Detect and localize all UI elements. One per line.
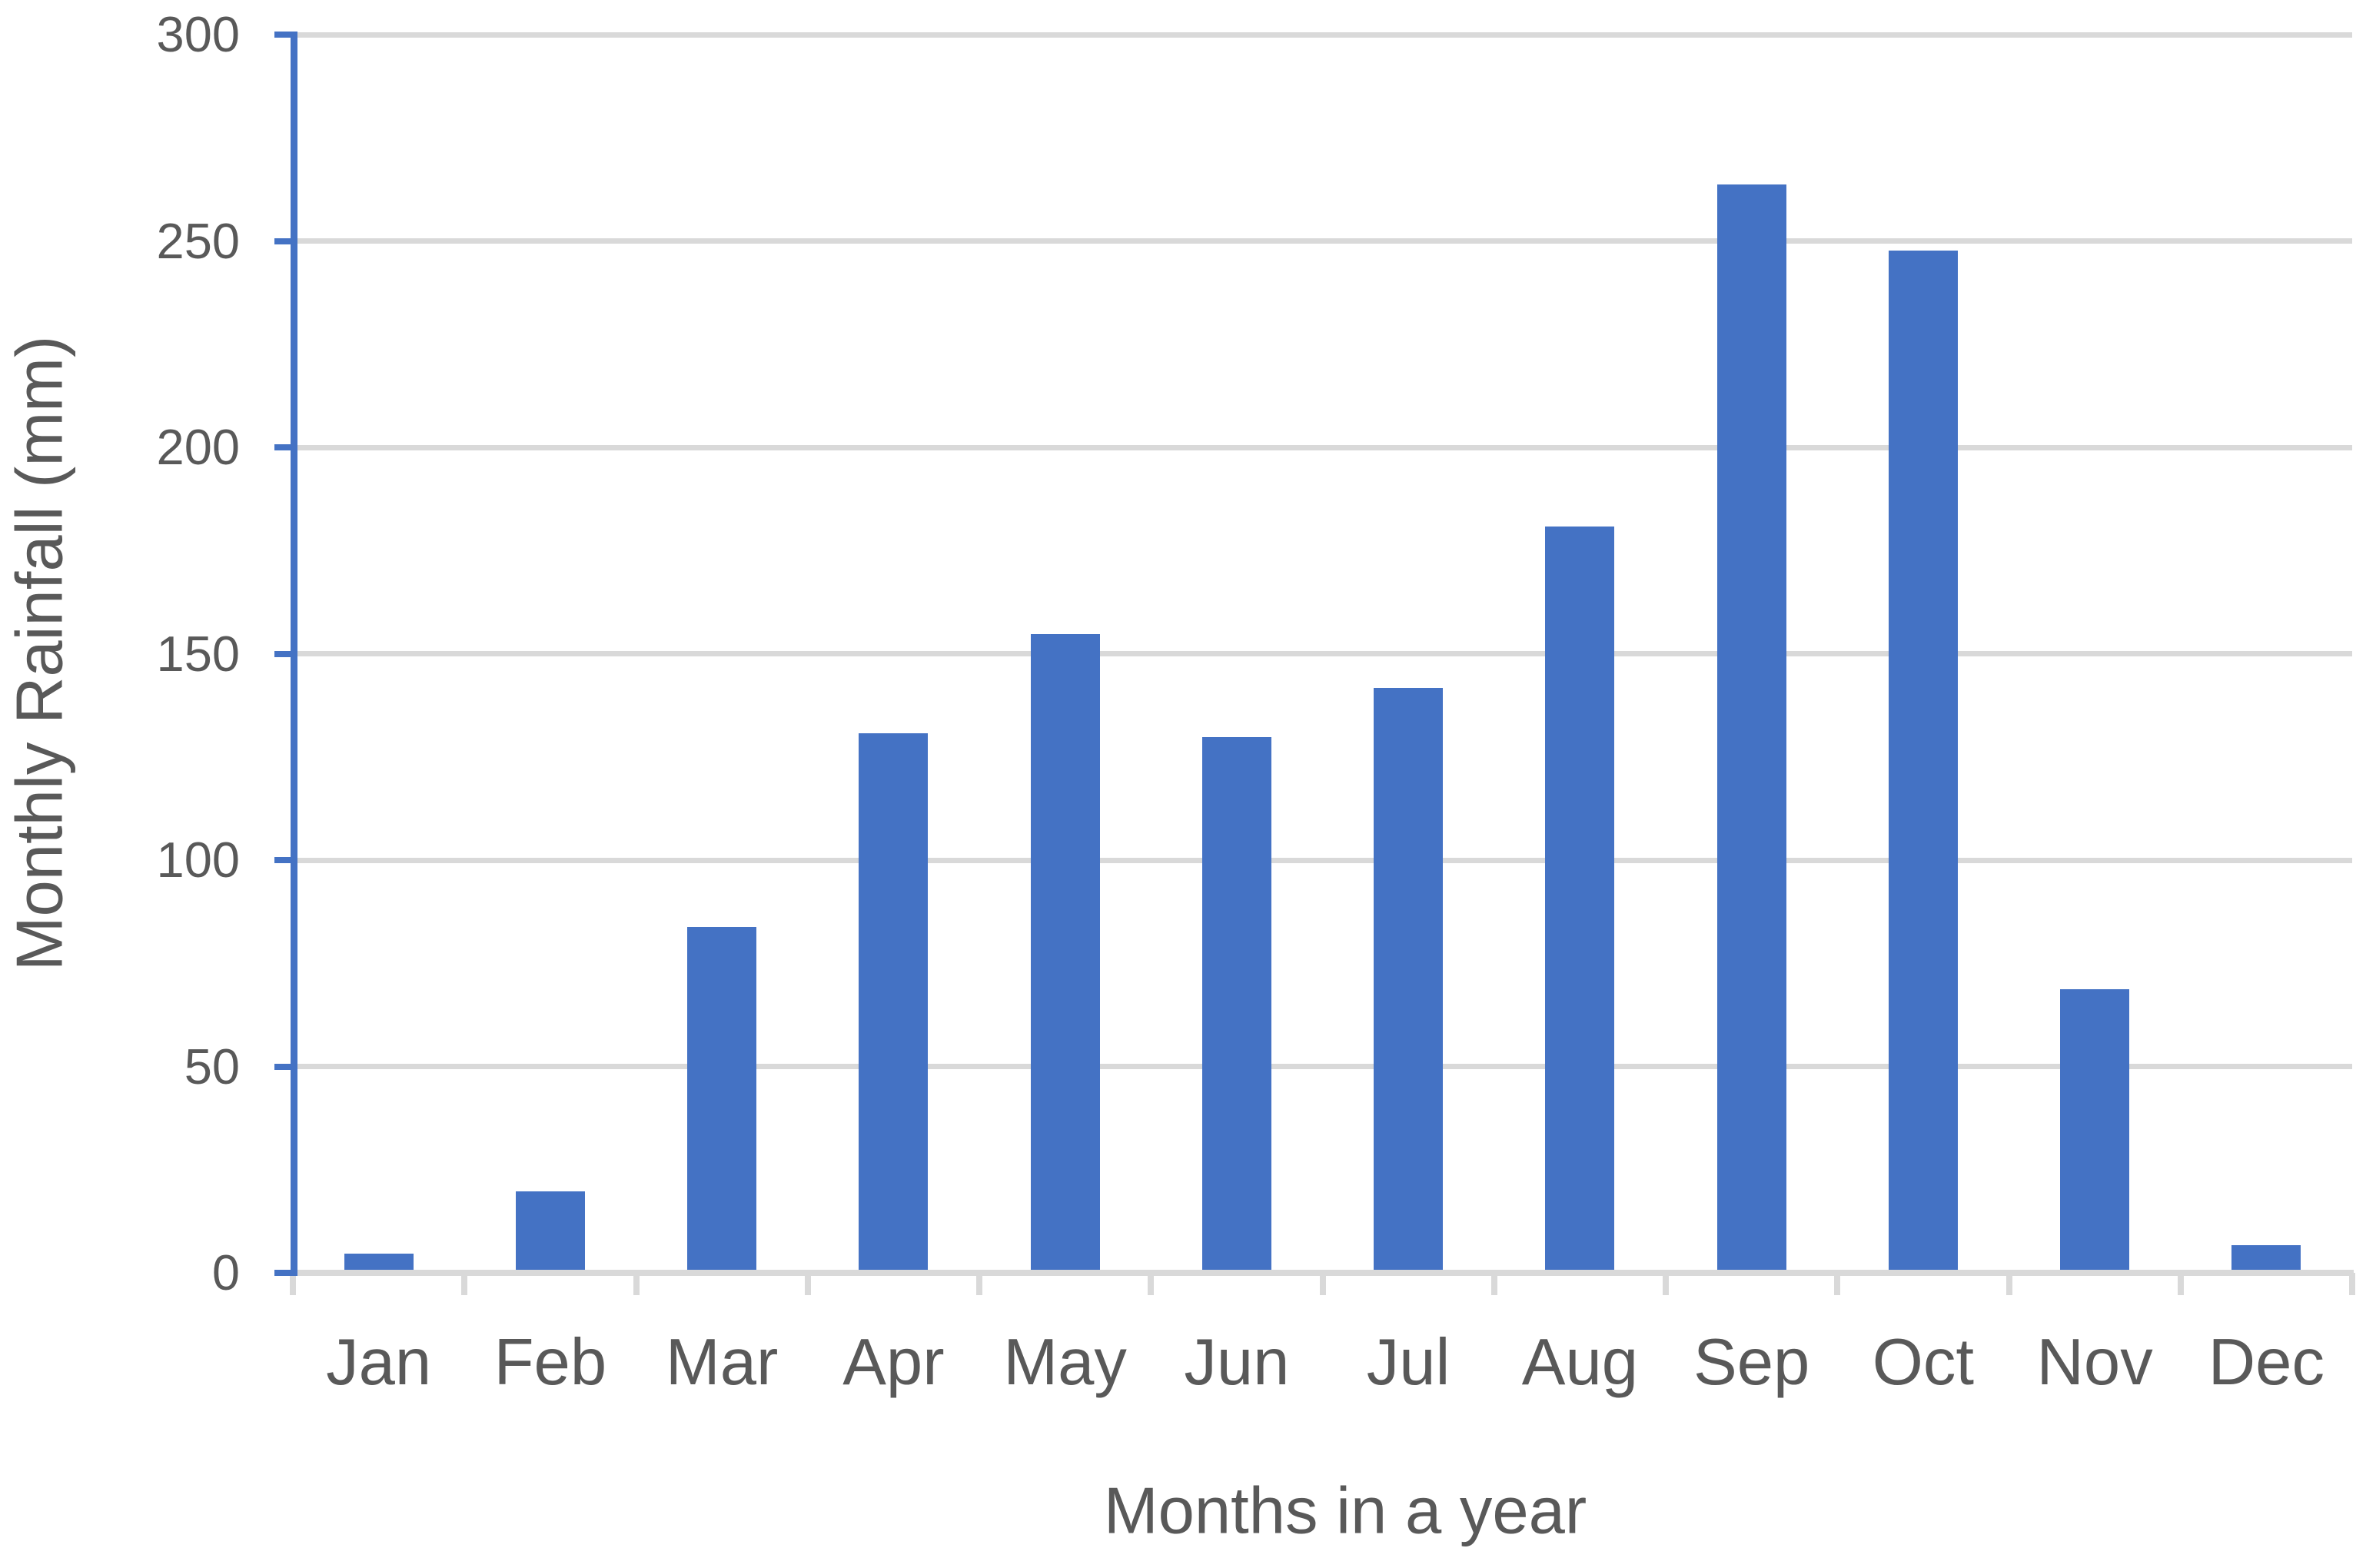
x-tick <box>1319 1273 1326 1295</box>
x-tick <box>2349 1273 2355 1295</box>
bar <box>2060 989 2130 1270</box>
y-tick-label: 50 <box>184 1038 240 1095</box>
x-tick-label: Mar <box>665 1326 779 1399</box>
bar <box>515 1191 585 1270</box>
y-tick <box>274 1063 291 1070</box>
y-tick-label: 100 <box>156 832 240 888</box>
y-tick-label: 0 <box>211 1244 240 1301</box>
y-tick <box>274 444 291 450</box>
y-axis-line <box>291 32 297 1276</box>
x-tick <box>1834 1273 1841 1295</box>
gridline <box>297 444 2352 450</box>
x-tick-label: Jul <box>1366 1326 1451 1399</box>
bar <box>1374 688 1444 1270</box>
bar <box>1888 251 1958 1270</box>
y-tick <box>274 650 291 657</box>
gridline <box>297 238 2352 244</box>
y-tick <box>274 238 291 244</box>
gridline <box>297 32 2352 38</box>
bar <box>1716 184 1786 1270</box>
x-tick <box>290 1273 296 1295</box>
bar <box>1545 527 1615 1270</box>
x-tick <box>1490 1273 1497 1295</box>
x-tick-label: Apr <box>842 1326 945 1399</box>
x-tick-label: Oct <box>1872 1326 1974 1399</box>
x-tick <box>1663 1273 1669 1295</box>
x-tick <box>804 1273 811 1295</box>
y-tick <box>274 857 291 863</box>
x-axis-title: Months in a year <box>1103 1474 1587 1548</box>
bar <box>1201 737 1271 1270</box>
x-tick-label: Dec <box>2208 1326 2324 1399</box>
y-axis-title: Monthly Rainfall (mm) <box>3 335 77 972</box>
x-tick-label: Feb <box>493 1326 607 1399</box>
y-tick-label: 150 <box>156 625 240 682</box>
bar <box>2231 1245 2301 1270</box>
x-tick <box>1148 1273 1155 1295</box>
y-tick-label: 300 <box>156 6 240 62</box>
x-tick-label: Aug <box>1521 1326 1638 1399</box>
bar <box>1030 634 1100 1270</box>
bar <box>687 927 757 1270</box>
x-tick-label: Nov <box>2036 1326 2153 1399</box>
x-tick-label: Jun <box>1184 1326 1290 1399</box>
bar <box>859 733 929 1270</box>
x-tick-label: Jan <box>326 1326 432 1399</box>
x-tick-label: Sep <box>1693 1326 1810 1399</box>
y-tick-label: 200 <box>156 419 240 475</box>
x-tick <box>2177 1273 2184 1295</box>
x-tick <box>633 1273 640 1295</box>
gridline <box>297 857 2352 863</box>
x-tick <box>461 1273 468 1295</box>
gridline <box>297 651 2352 656</box>
y-tick <box>274 32 291 38</box>
x-tick <box>2005 1273 2012 1295</box>
bar <box>344 1254 414 1270</box>
x-tick-label: May <box>1003 1326 1127 1399</box>
gridline <box>297 1064 2352 1069</box>
y-tick <box>274 1270 291 1276</box>
x-tick <box>976 1273 982 1295</box>
y-tick-label: 250 <box>156 212 240 269</box>
